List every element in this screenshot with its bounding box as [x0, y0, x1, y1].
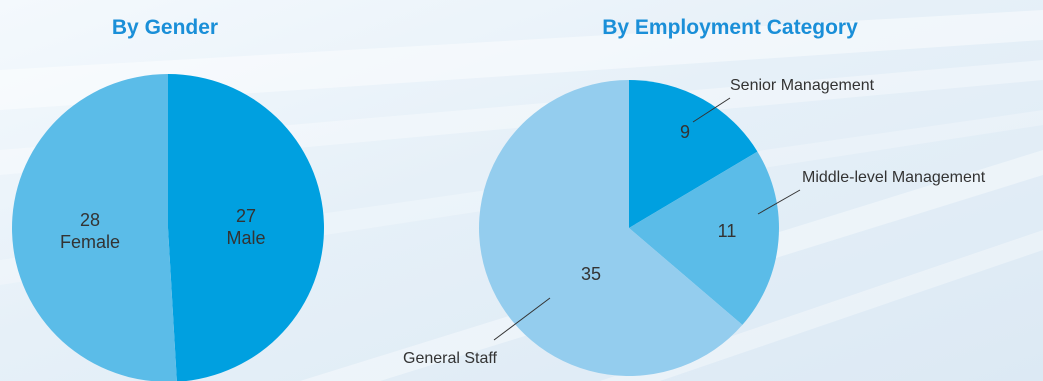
category-label-senior-management: Senior Management — [730, 77, 875, 94]
category-label-female: Female — [60, 232, 120, 252]
value-label-senior-management: 9 — [680, 122, 690, 142]
value-label-general-staff: 35 — [581, 264, 601, 284]
pie-slice-male — [168, 74, 325, 381]
value-label-middle-level-management: 11 — [718, 221, 737, 241]
category-label-male: Male — [226, 228, 265, 248]
pie-slice-female — [12, 74, 177, 381]
gender-chart-title: By Gender — [111, 16, 219, 39]
pie-slice-senior-management — [629, 80, 758, 228]
leader-line-middle-level-management — [757, 189, 801, 215]
category-label-general-staff: General Staff — [403, 350, 498, 367]
leader-line-senior-management — [692, 97, 731, 123]
category-label-middle-level-management: Middle-level Management — [802, 169, 986, 186]
pie-slice-middle-level-management — [629, 151, 779, 325]
leader-line-general-staff — [493, 297, 551, 341]
employment-chart-title: By Employment Category — [602, 16, 858, 39]
value-label-female: 28 — [80, 210, 100, 230]
value-label-male: 27 — [236, 206, 256, 226]
